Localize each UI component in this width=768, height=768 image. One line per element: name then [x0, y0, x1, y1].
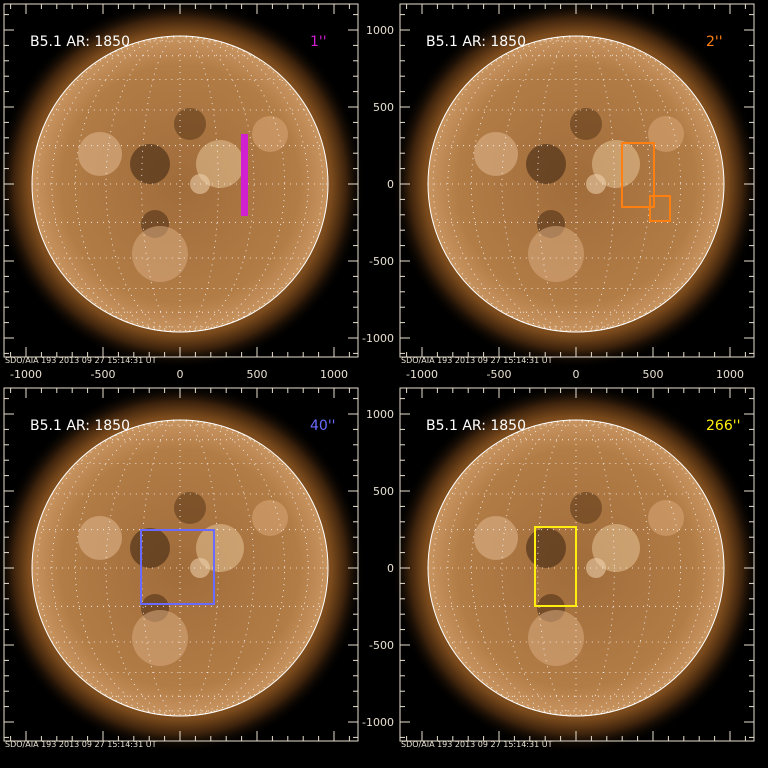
solar-feature — [78, 132, 122, 176]
grid-longitude — [51, 419, 181, 717]
region-box — [534, 526, 577, 607]
y-tick-label: 500 — [373, 101, 394, 114]
grid-longitude — [179, 419, 324, 717]
solar-feature — [592, 524, 640, 572]
solar-feature — [196, 140, 244, 188]
y-tick-label: 1000 — [366, 408, 394, 421]
solar-feature — [592, 140, 640, 188]
solar-feature — [132, 610, 188, 666]
region-box — [140, 529, 215, 605]
x-tick-label: 0 — [177, 368, 184, 381]
solar-feature — [474, 132, 518, 176]
solar-feature — [130, 528, 170, 568]
resolution-tag: 40'' — [310, 418, 336, 434]
solar-feature — [474, 516, 518, 560]
solar-feature — [78, 516, 122, 560]
solar-feature — [130, 144, 170, 184]
solar-feature — [570, 492, 602, 524]
grid-longitude — [51, 35, 181, 333]
x-tick-label: 0 — [573, 368, 580, 381]
x-tick-label: -1000 — [10, 368, 42, 381]
solar-feature — [570, 108, 602, 140]
panel-4: 1000 500 0 -500 -1000 SDO/AIA 193 2013 09 27 … — [362, 383, 761, 753]
resolution-tag: 1'' — [310, 34, 327, 50]
x-tick-label: 500 — [643, 368, 664, 381]
resolution-tag: 2'' — [706, 34, 723, 50]
grid-longitude — [36, 35, 181, 333]
solar-feature — [648, 116, 684, 152]
x-tick-label: -500 — [487, 368, 512, 381]
panel-label: B5.1 AR: 1850 — [30, 418, 130, 434]
plot-frame — [3, 3, 359, 358]
solar-feature — [196, 524, 244, 572]
panel-label: B5.1 AR: 1850 — [426, 34, 526, 50]
y-tick-label: -1000 — [362, 716, 394, 729]
y-tick-label: 500 — [373, 485, 394, 498]
y-tick-label: -500 — [369, 255, 394, 268]
footer-text: SDO/AIA 193 2013 09 27 15:14:31 UT — [5, 356, 157, 365]
region-box — [649, 195, 671, 222]
grid-longitude — [432, 35, 577, 333]
grid-longitude — [432, 419, 577, 717]
plot-frame — [3, 387, 359, 742]
grid-longitude — [575, 35, 705, 333]
solar-feature — [528, 610, 584, 666]
y-tick-label: -1000 — [362, 332, 394, 345]
grid-longitude — [575, 35, 720, 333]
solar-disk — [32, 420, 328, 716]
solar-feature — [528, 226, 584, 282]
y-tick-label: 1000 — [366, 24, 394, 37]
grid-longitude — [179, 35, 309, 333]
plot-frame — [399, 3, 755, 358]
solar-feature — [526, 144, 566, 184]
solar-feature — [174, 108, 206, 140]
footer-text: SDO/AIA 193 2013 09 27 15:14:31 UT — [401, 740, 553, 749]
grid-longitude — [447, 419, 577, 717]
y-tick-label: -500 — [369, 639, 394, 652]
panel-1: -1000-5000500100010005000-500-1000SDO/AI… — [0, 0, 365, 381]
x-tick-label: -500 — [91, 368, 116, 381]
solar-feature — [132, 226, 188, 282]
solar-feature — [526, 528, 566, 568]
plot-frame — [399, 387, 755, 742]
x-tick-label: 1000 — [320, 368, 348, 381]
region-box — [241, 134, 248, 216]
solar-feature — [174, 492, 206, 524]
grid-longitude — [575, 419, 705, 717]
grid-longitude — [179, 419, 309, 717]
solar-feature — [648, 500, 684, 536]
grid-longitude — [447, 35, 577, 333]
solar-disk — [32, 36, 328, 332]
y-tick-label: 0 — [387, 562, 394, 575]
x-tick-label: 1000 — [716, 368, 744, 381]
resolution-tag: 266'' — [706, 418, 740, 434]
panel-label: B5.1 AR: 1850 — [426, 418, 526, 434]
solar-feature — [252, 500, 288, 536]
x-tick-label: 500 — [247, 368, 268, 381]
footer-text: SDO/AIA 193 2013 09 27 15:14:31 UT — [401, 356, 553, 365]
region-box — [621, 142, 655, 208]
grid-longitude — [36, 419, 181, 717]
y-tick-label: 0 — [387, 178, 394, 191]
panel-2: -1000 -500 0 500 1000 1000 500 0 -500 -1000 SDO/AI… — [362, 0, 761, 381]
footer-text: SDO/AIA 193 2013 09 27 15:14:31 UT — [5, 740, 157, 749]
solar-disk — [428, 36, 724, 332]
solar-feature — [252, 116, 288, 152]
grid-longitude — [179, 35, 324, 333]
panel-label: B5.1 AR: 1850 — [30, 34, 130, 50]
grid-longitude — [575, 419, 720, 717]
x-tick-label: -1000 — [406, 368, 438, 381]
